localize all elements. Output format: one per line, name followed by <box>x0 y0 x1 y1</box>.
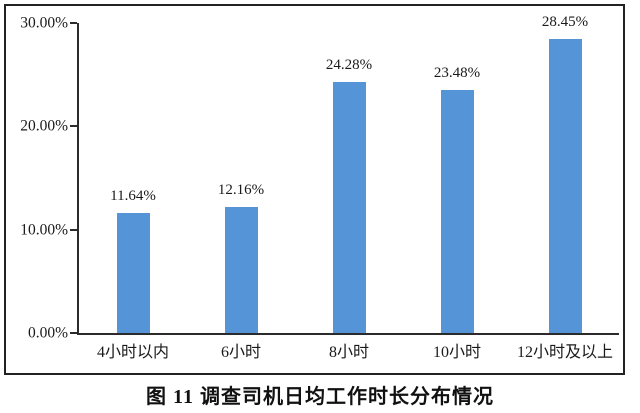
y-axis-tick <box>70 228 77 231</box>
bar-1 <box>116 212 150 333</box>
bar-value-label: 24.28% <box>325 57 373 74</box>
y-axis-tick-label: 0.00% <box>27 324 68 342</box>
x-axis-category-label: 12小时及以上 <box>516 344 613 361</box>
bar-value-label: 12.16% <box>217 182 265 199</box>
x-axis-category-label: 4小时以内 <box>96 344 169 361</box>
x-axis-category-label: 10小时 <box>432 344 481 361</box>
chart-frame: 30.00% 20.00% 10.00% 0.00% 11.64% 12.16% 24.2… <box>4 4 625 375</box>
bar-value-label: 11.64% <box>110 187 156 204</box>
x-axis-category-label: 6小时 <box>220 344 261 361</box>
bar-3 <box>332 82 366 333</box>
y-axis-tick-label: 30.00% <box>20 14 68 32</box>
bar-4 <box>440 90 474 333</box>
bar-5 <box>548 39 582 333</box>
y-axis-tick <box>70 125 77 128</box>
y-axis-tick <box>70 332 77 334</box>
y-axis-tick-label: 10.00% <box>20 220 68 238</box>
bar-value-label: 23.48% <box>433 65 481 82</box>
bar-value-label: 28.45% <box>541 14 589 31</box>
x-axis-category-label: 8小时 <box>328 344 369 361</box>
bar-2 <box>224 207 258 333</box>
y-axis-tick <box>70 22 77 24</box>
plot-area: 30.00% 20.00% 10.00% 0.00% 11.64% 12.16% 24.2… <box>20 15 619 361</box>
y-axis-tick-label: 20.00% <box>20 117 68 135</box>
chart-caption: 图 11 调查司机日均工作时长分布情况 <box>146 386 494 408</box>
